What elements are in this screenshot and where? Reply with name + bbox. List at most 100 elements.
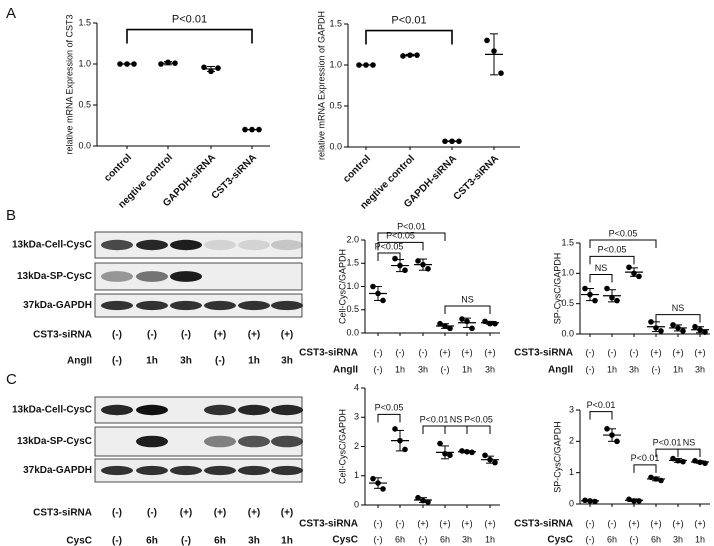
bracket: [377, 232, 446, 242]
point: [487, 456, 493, 463]
point: [469, 449, 475, 456]
band: [271, 435, 303, 448]
annotation: P<0.05: [598, 245, 627, 255]
point: [498, 70, 504, 76]
annotation: P<0.01: [653, 438, 682, 448]
annotation: P<0.01: [587, 400, 616, 410]
condition-label: (-): [396, 518, 405, 528]
point: [456, 138, 462, 145]
y-tick-label: 0.0: [346, 327, 359, 337]
y-tick-label: 1.5: [78, 17, 91, 27]
point: [636, 498, 642, 504]
annotation: P<0.01: [631, 453, 660, 463]
x-tick-label: control: [341, 153, 373, 185]
point: [592, 498, 598, 505]
point: [697, 326, 703, 333]
band: [101, 271, 133, 282]
point: [415, 494, 421, 501]
condition-label: (-): [396, 347, 405, 357]
condition-label: 6h: [440, 534, 450, 544]
point: [375, 290, 381, 297]
point: [124, 61, 130, 67]
point: [604, 285, 610, 292]
y-axis-label: SP-CysC/GAPDH: [552, 421, 562, 493]
point: [614, 438, 620, 445]
y-tick-label: 1.0: [561, 268, 574, 278]
y-axis-label: Cell-CysC/GAPDH: [337, 409, 347, 484]
point: [172, 60, 178, 66]
point: [487, 320, 493, 327]
condition-label: 3h: [629, 364, 639, 374]
point: [469, 325, 475, 332]
point: [407, 52, 413, 58]
band: [136, 435, 168, 448]
point: [425, 499, 431, 505]
point: [420, 261, 426, 268]
annotation: NS: [672, 303, 685, 313]
condition-name: CysC: [332, 535, 358, 546]
y-tick-label: 1.0: [346, 281, 359, 291]
point: [402, 267, 408, 274]
condition-name: AngII: [67, 356, 92, 367]
y-tick-label: 1.5: [561, 237, 574, 247]
point: [397, 262, 403, 269]
condition-label: (-): [147, 330, 157, 341]
bracket: [655, 314, 701, 323]
point: [249, 126, 255, 133]
condition-label: (+): [248, 508, 261, 519]
condition-label: 6h: [651, 534, 661, 544]
condition-label: 1h: [281, 536, 293, 546]
condition-label: (+): [281, 508, 294, 519]
x-tick-label: CST3-siRNA: [452, 153, 501, 202]
point: [242, 126, 248, 133]
condition-label: (+): [417, 518, 428, 528]
point: [491, 48, 497, 54]
condition-name: CST3-siRNA: [514, 348, 573, 359]
band: [136, 271, 168, 282]
point: [702, 460, 708, 467]
band: [238, 404, 270, 416]
y-tick-label: 0.0: [329, 141, 342, 151]
point: [414, 52, 420, 58]
condition-label: (-): [147, 508, 157, 519]
point: [442, 138, 448, 145]
band: [204, 300, 236, 311]
y-tick-label: 0.5: [329, 100, 342, 110]
condition-label: (+): [484, 347, 495, 357]
condition-label: (-): [374, 364, 383, 374]
condition-label: 1h: [395, 364, 405, 374]
point: [131, 61, 137, 67]
y-axis-label: relative mRNA Expression of CST3: [64, 14, 74, 154]
annotation: P<0.01: [391, 14, 426, 26]
blot-strip: [94, 426, 303, 457]
condition-label: (-): [181, 536, 191, 546]
condition-label: (+): [672, 347, 683, 357]
point: [482, 452, 488, 459]
point: [370, 62, 376, 68]
point: [675, 325, 681, 331]
point: [582, 285, 588, 292]
y-axis-label: relative mRNA Expression of GAPDH: [316, 11, 326, 160]
annotation: P<0.05: [375, 403, 404, 413]
condition-label: (+): [214, 508, 227, 519]
point: [442, 323, 448, 329]
point: [370, 283, 376, 290]
point: [447, 452, 453, 459]
bracket: [422, 425, 446, 435]
condition-label: (+): [439, 347, 450, 357]
condition-label: (-): [374, 534, 383, 544]
condition-label: 3h: [180, 356, 192, 367]
bracket: [466, 425, 491, 435]
band: [101, 465, 133, 476]
condition-label: (+): [650, 347, 661, 357]
band: [204, 435, 236, 448]
point: [658, 328, 664, 334]
point: [459, 316, 465, 322]
condition-name: AngII: [548, 365, 573, 376]
y-tick-label: 0.5: [561, 298, 574, 308]
bracket: [633, 464, 657, 473]
point: [653, 325, 659, 331]
point: [420, 497, 426, 504]
condition-label: 1h: [695, 534, 705, 544]
band: [136, 404, 168, 416]
